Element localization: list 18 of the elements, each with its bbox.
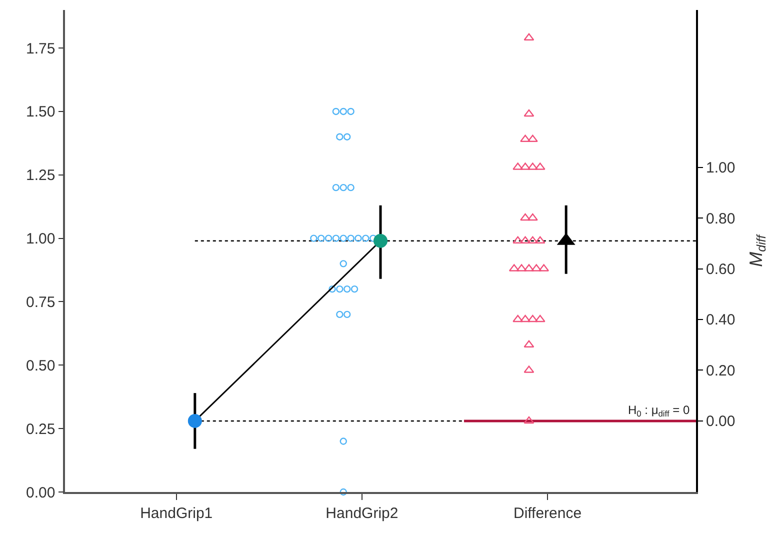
y-tick-label: 0.75 (26, 294, 56, 311)
x-tick-label: Difference (513, 504, 582, 522)
y2-tick-label: 0.40 (706, 312, 736, 329)
y-tick-label: 0.25 (26, 420, 56, 438)
y2-tick-label: 0.80 (706, 210, 736, 228)
y2-tick-label: 0.20 (706, 362, 736, 380)
y2-tick-label: 1.00 (706, 160, 736, 177)
y-tick-label: 0.50 (26, 357, 56, 374)
y-tick-label: 1.00 (26, 230, 56, 248)
y2-tick-label: 0.60 (706, 261, 736, 278)
ref-line-label: H$_{0}$ : μ$_{diff}$ = 0 (628, 403, 690, 419)
x-tick-label: HandGrip1 (140, 504, 213, 522)
y2-tick-label: 0.00 (706, 413, 736, 430)
y-tick-label: 1.75 (26, 40, 56, 58)
y-tick-label: 1.25 (26, 167, 56, 184)
x-tick-label: HandGrip2 (326, 504, 398, 522)
y-tick-label: 0.00 (26, 484, 56, 502)
y-tick-label: 1.50 (26, 104, 56, 121)
